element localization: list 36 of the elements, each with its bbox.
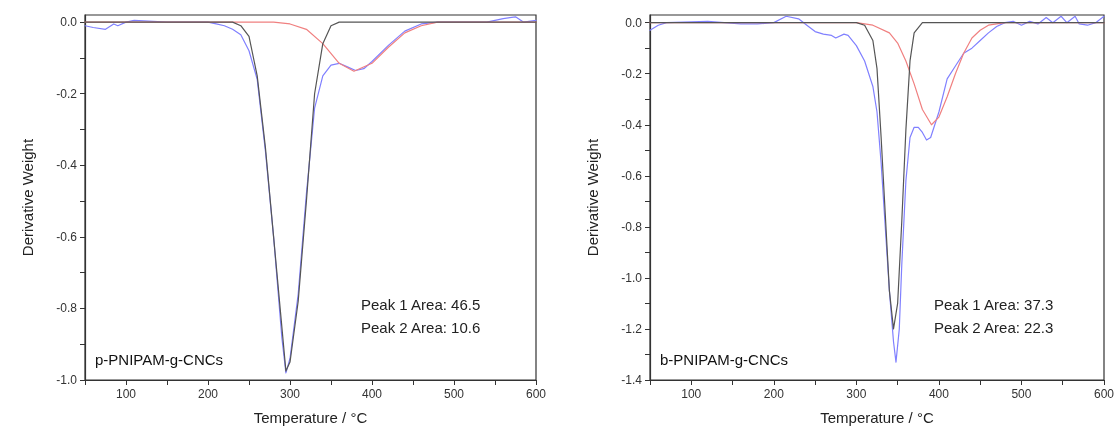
x-axis-title: Temperature / °C [253,409,368,426]
x-tick-label: 600 [1093,387,1115,401]
x-tick-label: 500 [1011,387,1032,401]
y-tick-label: -1.0 [621,270,643,285]
y-tick-label: -0.6 [621,168,643,183]
y-tick-label: -0.2 [621,66,643,81]
y-axis-title: Derivative Weight [584,138,601,257]
x-axis-title: Temperature / °C [820,409,934,426]
y-tick-label: 0.0 [625,15,643,30]
annotation: b-PNIPAM-g-CNCs [660,351,789,368]
y-tick-label: -1.4 [621,373,643,387]
x-tick-label: 500 [443,387,465,401]
y-tick-label: -0.2 [56,86,78,101]
y-tick-label: -0.4 [56,158,78,173]
x-tick-label: 600 [525,387,547,401]
annotation: Peak 1 Area: 46.5 [361,296,481,313]
x-tick-label: 400 [928,387,950,401]
x-tick-label: 100 [115,387,137,401]
y-tick-label: -0.6 [56,229,78,244]
annotation: Peak 2 Area: 22.3 [934,319,1054,336]
y-axis-title: Derivative Weight [19,138,36,257]
y-tick-label: -1.2 [621,321,643,336]
x-tick-label: 300 [279,387,301,401]
annotation: Peak 1 Area: 37.3 [934,296,1054,313]
annotation: p-PNIPAM-g-CNCs [95,351,224,368]
x-tick-label: 100 [681,387,702,401]
y-tick-label: -1.0 [56,373,78,387]
y-tick-label: -0.4 [621,117,643,132]
x-tick-label: 400 [361,387,383,401]
x-tick-label: 200 [763,387,785,401]
y-tick-label: -0.8 [621,219,643,234]
x-tick-label: 200 [197,387,219,401]
y-tick-label: 0.0 [60,15,78,30]
annotation: Peak 2 Area: 10.6 [361,319,481,336]
x-tick-label: 300 [846,387,867,401]
y-tick-label: -0.8 [56,301,78,316]
